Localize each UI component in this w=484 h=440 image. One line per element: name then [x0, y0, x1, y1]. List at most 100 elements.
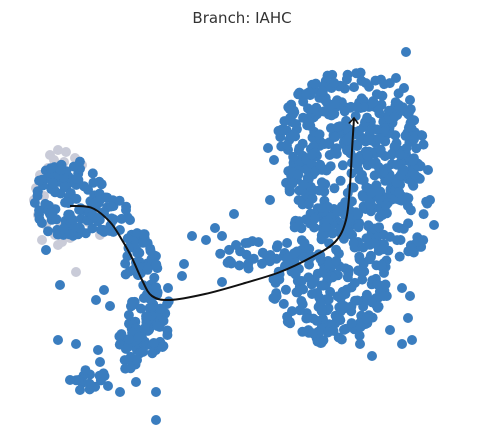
- branch-cell-point: [121, 205, 131, 215]
- branch-cell-point: [377, 210, 388, 221]
- branch-cell-point: [392, 235, 403, 246]
- branch-cell-point: [122, 342, 133, 353]
- branch-cell-point: [45, 163, 56, 174]
- branch-cell-point: [411, 143, 422, 154]
- branch-cell-point: [309, 222, 320, 233]
- branch-cell-point: [367, 97, 378, 108]
- branch-cell-point: [362, 150, 373, 161]
- branch-cell-point: [96, 179, 107, 190]
- branch-cell-point: [361, 313, 372, 324]
- branch-cell-point: [394, 149, 405, 160]
- branch-cell-point: [147, 348, 158, 359]
- branch-cell-point: [318, 335, 329, 346]
- branch-cell-point: [351, 101, 362, 112]
- branch-cell-point: [151, 282, 162, 293]
- branch-cell-point: [315, 159, 326, 170]
- branch-cell-point: [379, 79, 390, 90]
- branch-cell-point: [41, 245, 51, 255]
- trajectory: [69, 118, 354, 302]
- branch-cell-point: [341, 74, 352, 85]
- branch-cell-point: [355, 339, 365, 349]
- branch-cell-point: [318, 106, 329, 117]
- branch-cell-point: [407, 155, 418, 166]
- branch-cell-point: [373, 301, 384, 312]
- branch-cell-point: [131, 377, 141, 387]
- branch-cell-point: [145, 246, 156, 256]
- branch-cell-point: [301, 89, 311, 99]
- branch-cell-point: [93, 345, 103, 355]
- branch-cell-point: [338, 233, 349, 244]
- chart-title: Branch: IAHC: [192, 9, 292, 27]
- branch-cell-point: [98, 368, 109, 379]
- branch-cell-point: [285, 113, 295, 123]
- branch-cell-point: [297, 326, 308, 337]
- branch-cell-point: [34, 205, 45, 216]
- branch-cell-point: [288, 151, 299, 162]
- branch-cell-point: [350, 111, 361, 121]
- branch-cell-point: [331, 148, 342, 159]
- branch-cell-point: [374, 222, 385, 233]
- branch-cell-point: [328, 325, 339, 336]
- branch-cell-point: [314, 129, 325, 140]
- branch-cell-point: [284, 184, 295, 195]
- branch-cell-point: [335, 175, 346, 186]
- branch-cell-point: [377, 244, 388, 255]
- branch-cell-point: [373, 104, 384, 115]
- branch-cells: [29, 47, 439, 425]
- branch-cell-point: [51, 214, 62, 225]
- branch-cell-point: [329, 183, 340, 194]
- branch-cell-point: [45, 207, 56, 218]
- branch-cell-point: [123, 310, 134, 320]
- branch-cell-point: [341, 284, 352, 295]
- branch-cell-point: [294, 143, 305, 154]
- branch-cell-point: [116, 213, 127, 224]
- branch-cell-point: [329, 98, 340, 109]
- branch-cell-point: [303, 199, 314, 210]
- branch-cell-point: [380, 200, 391, 211]
- branch-cell-point: [320, 95, 331, 106]
- branch-cell-point: [79, 181, 90, 192]
- branch-cell-point: [84, 378, 95, 389]
- branch-cell-point: [296, 235, 307, 246]
- branch-cell-point: [63, 209, 74, 220]
- branch-cell-point: [346, 182, 357, 193]
- branch-cell-point: [391, 177, 402, 188]
- branch-cell-point: [285, 131, 296, 142]
- branch-cell-point: [407, 335, 417, 345]
- branch-cell-point: [243, 263, 254, 274]
- background-cell-point: [53, 240, 63, 250]
- branch-cell-point: [336, 334, 347, 345]
- branch-cell-point: [163, 296, 174, 307]
- branch-cell-point: [307, 289, 317, 299]
- branch-cell-point: [36, 218, 47, 228]
- branch-cell-point: [349, 277, 360, 288]
- branch-cell-point: [394, 251, 405, 262]
- branch-cell-point: [307, 278, 318, 289]
- branch-cell-point: [151, 415, 161, 425]
- branch-cell-point: [123, 334, 134, 345]
- branch-cell-point: [423, 165, 433, 175]
- branch-cell-point: [95, 357, 105, 367]
- branch-cell-point: [342, 145, 352, 156]
- branch-cell-point: [398, 164, 409, 175]
- branch-cell-point: [135, 303, 146, 314]
- branch-cell-point: [106, 201, 116, 212]
- branch-cell-point: [316, 177, 327, 188]
- branch-cell-point: [306, 158, 317, 169]
- branch-cell-point: [155, 303, 166, 314]
- branch-cell-point: [80, 365, 91, 376]
- branch-cell-point: [390, 97, 401, 108]
- branch-cell-point: [304, 116, 315, 127]
- branch-cell-point: [55, 165, 66, 175]
- branch-cell-point: [231, 240, 241, 250]
- branch-cell-point: [339, 106, 350, 117]
- branch-cell-point: [409, 169, 420, 180]
- branch-cell-point: [316, 280, 327, 291]
- branch-cell-point: [321, 221, 331, 232]
- branch-cell-point: [55, 280, 65, 290]
- branch-cell-point: [282, 316, 293, 327]
- branch-cell-point: [179, 259, 189, 269]
- branch-cell-point: [317, 267, 328, 278]
- branch-cell-point: [125, 351, 136, 362]
